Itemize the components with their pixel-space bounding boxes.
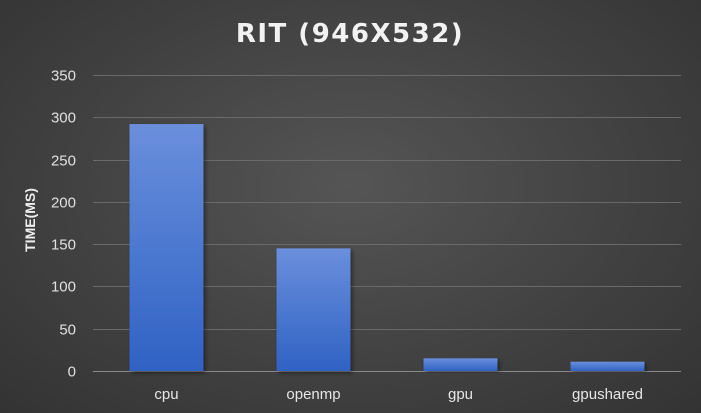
y-tick-label: 0	[68, 364, 76, 381]
y-tick-label: 300	[51, 110, 76, 127]
y-tick-label: 150	[51, 237, 76, 254]
bar-cpu	[129, 124, 204, 372]
y-tick-label: 350	[51, 68, 76, 85]
x-tick-label: cpu	[154, 386, 178, 403]
chart-title: RIT (946X532)	[236, 19, 464, 49]
y-axis-ticks: 0 50 100 150 200 250 300 350	[51, 68, 76, 381]
y-axis-label: TIME(MS)	[22, 188, 38, 252]
bar-gpu	[423, 358, 498, 371]
bar-gpushared	[570, 361, 645, 371]
x-tick-label: openmp	[286, 386, 340, 403]
y-tick-label: 200	[51, 195, 76, 212]
x-tick-label: gpushared	[572, 386, 643, 403]
y-tick-label: 250	[51, 153, 76, 170]
bars	[129, 124, 645, 372]
y-tick-label: 50	[59, 322, 76, 339]
y-tick-label: 100	[51, 279, 76, 296]
x-tick-label: gpu	[448, 386, 473, 403]
bar-openmp	[276, 248, 351, 371]
x-axis-ticks: cpu openmp gpu gpushared	[154, 386, 643, 403]
